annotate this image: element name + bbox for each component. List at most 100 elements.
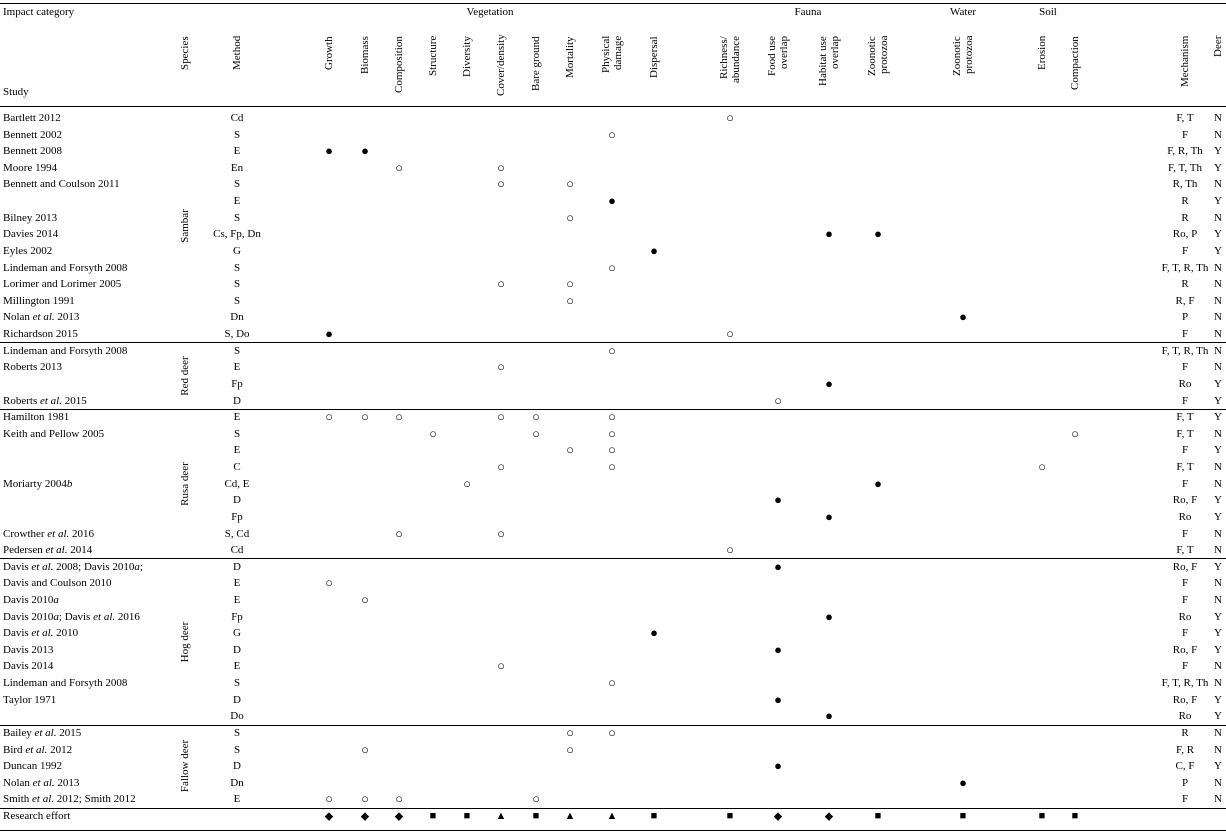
study: Davis 2013 — [3, 643, 54, 656]
method: E — [233, 593, 241, 606]
study: Bartlett 2012 — [3, 112, 61, 124]
impact-mark: ○ — [325, 575, 333, 591]
method: S, Cd — [224, 527, 250, 540]
impact-header: Mortality — [564, 36, 576, 78]
method: E — [233, 660, 241, 673]
impact-mark: ● — [774, 558, 782, 574]
impact-mark: ○ — [497, 159, 505, 175]
method: S — [233, 278, 241, 291]
method: S — [233, 726, 241, 739]
method: S — [233, 427, 241, 440]
impact-header: Dispersal — [648, 36, 660, 78]
study: Pedersen et al. 2014 — [3, 544, 93, 557]
effort-mark: ■ — [463, 810, 471, 823]
impact-mark: ● — [774, 492, 782, 508]
deer: N — [1214, 544, 1222, 557]
mechanism: F — [1181, 394, 1189, 407]
impact-header-wrap: Zoonotic protozoa — [866, 36, 890, 96]
impact-mark: ○ — [395, 791, 403, 807]
deer: Y — [1214, 760, 1222, 773]
mechanism: R, F — [1175, 294, 1195, 307]
rule — [0, 408, 1226, 410]
impact-mark: ○ — [395, 525, 403, 541]
impact-mark: ● — [874, 475, 882, 491]
impact-header-wrap: Structure — [427, 36, 439, 96]
effort-mark: ▲ — [495, 810, 507, 823]
method: D — [233, 693, 241, 706]
method: S — [233, 294, 241, 307]
mechanism: F, T, R, Th — [1161, 677, 1209, 690]
impact-header: Compaction — [1069, 36, 1081, 90]
impact-mark: ● — [774, 691, 782, 707]
impact-mark: ○ — [608, 259, 616, 275]
rule — [0, 807, 1226, 809]
impact-header-wrap: Physical damage — [600, 36, 624, 96]
study: Duncan 1992 — [3, 760, 62, 773]
impact-mark: ○ — [361, 791, 369, 807]
study: Davies 2014 — [3, 228, 59, 241]
impact-header-wrap: Dispersal — [648, 36, 660, 96]
impact-header-wrap: Growth — [323, 36, 335, 96]
impact-mark: ● — [608, 193, 616, 209]
mechanism: Ro — [1178, 377, 1192, 390]
impact-mark: ○ — [726, 542, 734, 558]
method: S, Do — [224, 328, 250, 341]
species-header-wrap: Species — [179, 36, 191, 96]
impact-mark: ● — [774, 758, 782, 774]
deer: Y — [1214, 510, 1222, 523]
mechanism: F, T — [1176, 411, 1194, 424]
deer: N — [1214, 743, 1222, 756]
impact-category: Impact category — [3, 6, 75, 18]
group-header: Fauna — [794, 6, 822, 18]
mechanism: F, T — [1176, 544, 1194, 557]
method: Fp — [231, 510, 243, 523]
effort-mark: ■ — [532, 810, 540, 823]
method: S — [233, 261, 241, 274]
method: S — [233, 677, 241, 690]
impact-mark: ○ — [608, 675, 616, 691]
deer: Y — [1214, 560, 1222, 573]
impact-mark: ● — [825, 508, 833, 524]
rule — [0, 106, 1226, 107]
method: E — [233, 444, 241, 457]
method: D — [233, 494, 241, 507]
rule — [0, 3, 1226, 4]
impact-header: Physical damage — [600, 36, 624, 74]
impact-mark: ● — [959, 309, 967, 325]
rule — [0, 830, 1226, 831]
mechanism: Ro — [1178, 710, 1192, 723]
deer: N — [1214, 261, 1222, 274]
method: S — [233, 344, 241, 357]
deer: N — [1214, 677, 1222, 690]
impact-mark: ○ — [532, 425, 540, 441]
deer: Y — [1214, 244, 1222, 257]
mechanism: F, T — [1176, 461, 1194, 474]
impact-mark: ● — [959, 774, 967, 790]
impact-mark: ○ — [726, 110, 734, 125]
study: Davis et al. 2008; Davis 2010a; — [3, 560, 143, 573]
mechanism: F — [1181, 660, 1189, 673]
mechanism: Ro, F — [1172, 494, 1198, 507]
study: Davis et al. 2010 — [3, 627, 79, 640]
study: Lindeman and Forsyth 2008 — [3, 677, 128, 690]
study: Hamilton 1981 — [3, 411, 70, 424]
mechanism: F — [1181, 627, 1189, 640]
mechanism: R — [1181, 211, 1189, 224]
study: Roberts et al. 2015 — [3, 394, 87, 407]
deer: N — [1214, 726, 1222, 739]
impact-header: Diversity — [461, 36, 473, 77]
method: En — [230, 161, 244, 174]
impact-mark: ● — [361, 143, 369, 159]
deer: Y — [1214, 710, 1222, 723]
species: Hog deer — [179, 621, 191, 662]
method-header-wrap: Method — [231, 36, 243, 96]
impact-mark: ● — [650, 625, 658, 641]
impact-mark: ● — [825, 226, 833, 242]
mechanism-header: Mechanism — [1179, 36, 1191, 88]
study: Lorimer and Lorimer 2005 — [3, 278, 122, 291]
mechanism-header-wrap: Mechanism — [1179, 36, 1191, 96]
mechanism: F — [1181, 477, 1189, 490]
study: Bilney 2013 — [3, 211, 58, 224]
effort-mark: ◆ — [773, 810, 783, 823]
study: Davis 2010a — [3, 593, 59, 606]
